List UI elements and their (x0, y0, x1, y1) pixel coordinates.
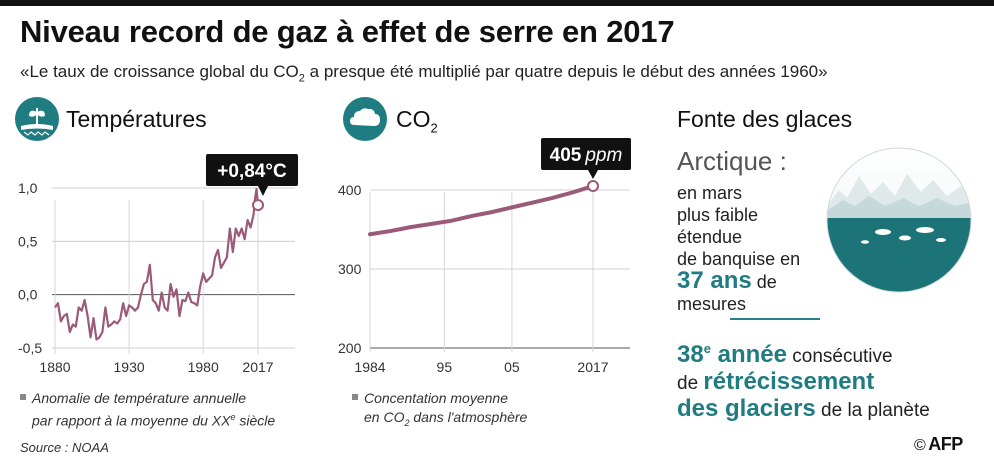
temperature-series-line (54, 187, 260, 341)
temperature-callout-label: +0,84°C (217, 161, 287, 182)
temperature-y-tick-label: 0,5 (18, 233, 38, 249)
page-subtitle: «Le taux de croissance global du CO2 a p… (20, 62, 828, 85)
top-bar (0, 0, 994, 6)
co2-x-tick-label: 05 (504, 359, 520, 375)
temperature-y-tick-label: 1,0 (18, 180, 38, 196)
legend-square (20, 394, 26, 401)
temperature-x-tick-label: 2017 (242, 359, 273, 375)
co2-y-tick-label: 300 (338, 261, 362, 277)
co2-note: Concentation moyenne en CO2 dans l'atmos… (352, 389, 527, 433)
temperature-last-point (252, 199, 264, 212)
temperature-callout: +0,84°C (206, 154, 298, 196)
co2-series-line (368, 184, 595, 237)
section-divider (730, 318, 820, 320)
temperature-x-tick-label: 1930 (114, 359, 145, 375)
arctic-text: en mars plus faible étendue de banquise … (677, 183, 801, 314)
co2-title: CO2 (396, 106, 438, 136)
temperature-title: Températures (66, 106, 207, 132)
iceberg-illustration (826, 147, 972, 293)
legend-square (352, 394, 358, 401)
co2-y-tick-label: 200 (338, 340, 362, 356)
co2-y-tick-label: 400 (338, 182, 362, 198)
co2-x-tick-label: 2017 (577, 359, 608, 375)
co2-x-tick-label: 95 (437, 359, 453, 375)
cloud-icon (343, 97, 387, 141)
temperature-note: Anomalie de température annuelle par rap… (20, 389, 275, 431)
co2-callout-label: 405 ppm (550, 145, 623, 166)
co2-last-point (587, 180, 599, 193)
temperature-x-tick-label: 1880 (39, 359, 70, 375)
ice-title: Fonte des glaces (677, 106, 853, 132)
temperature-x-tick-label: 1980 (188, 359, 219, 375)
arctic-heading: Arctique : (677, 146, 787, 176)
source-note: Source : NOAA (20, 440, 109, 455)
afp-logo: © AFP (914, 434, 963, 454)
co2-callout: 405 ppm (541, 138, 631, 179)
co2-x-tick-label: 1984 (354, 359, 385, 375)
temperature-y-tick-label: 0,0 (18, 287, 38, 303)
temperature-chart: 1,0 0,5 0,0 -0,5 1880 1930 1980 2017 +0,84°C (18, 154, 298, 375)
arctic-years: 37 ans (677, 267, 752, 294)
glacier-text: 38e année consécutive de rétrécissement … (677, 341, 930, 422)
thermometer-leaf-icon (15, 97, 59, 141)
page-title: Niveau record de gaz à effet de serre en… (20, 14, 675, 49)
temperature-y-tick-label: -0,5 (18, 340, 42, 356)
co2-chart: 400 300 200 1984 95 05 2017 405 ppm (338, 138, 631, 375)
